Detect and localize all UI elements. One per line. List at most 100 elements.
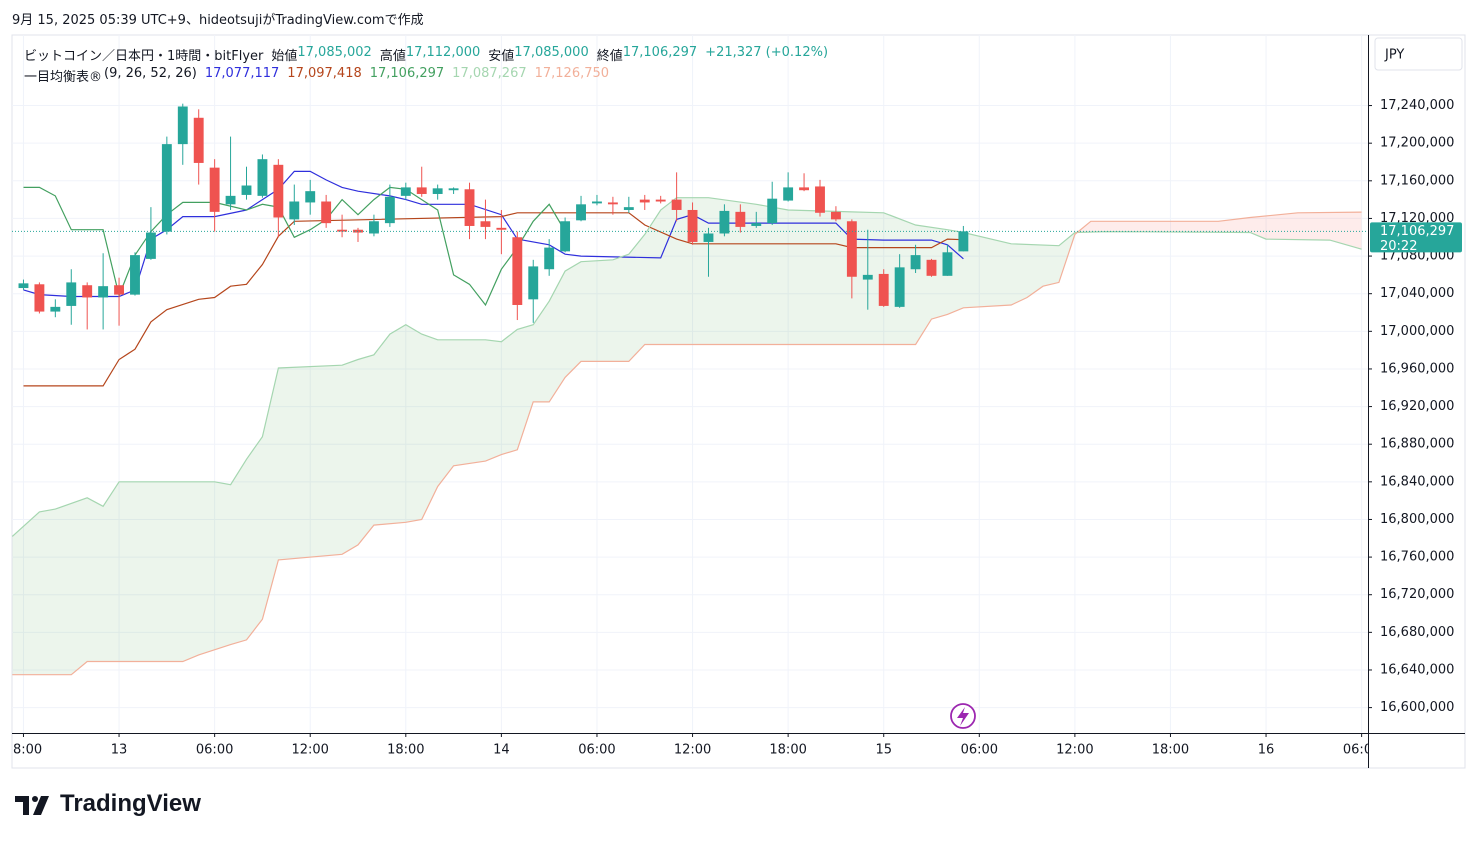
candle-body (751, 223, 762, 226)
candle-body (369, 221, 379, 234)
candle-body (719, 210, 730, 234)
candle-body (496, 227, 507, 230)
candle-body (846, 221, 857, 277)
ohlc-value: 17,085,000 (514, 45, 589, 60)
indicator-lines (12, 170, 1362, 676)
brand-logo (15, 796, 49, 815)
ohlc-value: 17,106,297 (622, 45, 698, 60)
candle-body (225, 195, 236, 205)
candle-body (98, 286, 109, 298)
currency-box[interactable] (1374, 37, 1463, 71)
candle-body (464, 189, 475, 226)
currency: JPY (1384, 48, 1404, 63)
x-tick-label: 12:00 (1056, 743, 1093, 758)
last-price-label: 17,106,297 (1380, 224, 1454, 239)
candle-body (384, 196, 395, 224)
candle-body (241, 185, 252, 195)
candle-body (830, 211, 841, 220)
candle-body (703, 233, 714, 242)
ohlc-label: 安値 (488, 49, 515, 64)
candle-body (878, 273, 889, 306)
candle-body (209, 167, 220, 212)
ohlc-item: 終値 17,106,297 (597, 45, 697, 64)
x-tick-label: 12:00 (674, 743, 711, 758)
candle-body (862, 274, 873, 280)
x-tick-label: 15 (875, 743, 892, 758)
y-tick-label: 16,720,000 (1380, 587, 1454, 602)
y-tick-label: 16,680,000 (1380, 625, 1454, 640)
last-price-box (1370, 222, 1462, 253)
candle-body (432, 188, 443, 194)
candle-body (544, 247, 555, 270)
x-tick-label: 18:00 (387, 743, 424, 758)
x-axis: 18:00 13 06:00 12:00 18:00 14 06:00 12:00 18:00 1… (12, 733, 1380, 758)
ohlc-label: 終値 (596, 49, 623, 64)
frame (11, 34, 1466, 769)
x-tick-label: 06:00 (961, 743, 998, 758)
candle-body (34, 284, 45, 312)
indicator-legend: 一目均衡表® (9, 26, 52, 26) 17,077,117 17,097,… (24, 66, 609, 85)
countdown: 20:22 (1380, 239, 1417, 254)
candle-body (177, 106, 188, 145)
y-tick-label: 17,000,000 (1380, 324, 1454, 339)
y-tick-label: 16,920,000 (1380, 399, 1454, 414)
candle-body (910, 255, 921, 270)
alert-icon[interactable] (950, 703, 976, 729)
candle-body (942, 252, 953, 276)
indicator-line (12, 197, 1362, 537)
candle-body (114, 285, 124, 295)
x-tick-label: 16 (1258, 743, 1275, 758)
y-tick-label: 16,600,000 (1380, 700, 1454, 715)
candle-body (607, 202, 618, 205)
candle-body (448, 188, 459, 191)
candles (18, 103, 969, 330)
indicator-value: 17,106,297 (369, 66, 445, 81)
candle-body (480, 221, 491, 227)
y-tick-label: 16,760,000 (1380, 550, 1454, 565)
x-tick-label: 06:00 (1343, 743, 1380, 758)
candle-body (671, 199, 682, 210)
ohlc-label: 始値 (271, 49, 298, 64)
candle-body (82, 285, 93, 298)
candle-body (799, 187, 810, 191)
candle-body (512, 237, 523, 305)
indicator-name: 一目均衡表® (24, 70, 103, 85)
x-tick-label: 12:00 (291, 743, 328, 758)
candle-body (66, 282, 77, 306)
candle-body (257, 159, 268, 196)
candle-body (321, 201, 332, 224)
x-tick-label: 18:00 (1152, 743, 1189, 758)
indicator-line (23, 212, 964, 387)
y-tick-label: 17,240,000 (1380, 98, 1454, 113)
candle-body (528, 266, 539, 300)
candle-body (639, 199, 650, 203)
candle-body (353, 229, 363, 233)
indicator-params: (9, 26, 52, 26) (104, 66, 197, 81)
candle-body (815, 186, 825, 213)
ohlc: 始値 17,085,002 高値 17,112,000 安値 17,085,000 終値 17… (271, 45, 697, 64)
indicator-value: 17,087,267 (452, 66, 527, 81)
legend-row: ビットコイン／日本円・1時間・bitFlyer 始値 17,085,002 高値 17… (24, 45, 828, 64)
candle-body (273, 164, 284, 218)
ohlc-item: 高値 17,112,000 (380, 45, 480, 64)
x-tick-label: 14 (493, 743, 510, 758)
cloud (12, 197, 1362, 675)
candle-body (337, 229, 348, 232)
cloud-up (12, 197, 1362, 675)
y-tick-label: 16,880,000 (1380, 437, 1454, 452)
y-tick-label: 16,640,000 (1380, 662, 1454, 677)
x-tick-label: 13 (111, 743, 128, 758)
candle-body (655, 199, 666, 202)
candle-body (560, 221, 571, 252)
y-tick-label: 17,040,000 (1380, 286, 1454, 301)
indicator-value: 17,097,418 (287, 66, 362, 81)
change: +21,327 (+0.12%) (705, 45, 829, 60)
candle-body (145, 232, 156, 259)
ohlc-label: 高値 (379, 49, 406, 64)
candle-body (130, 255, 140, 295)
candle-body (416, 187, 427, 194)
y-tick-label: 17,120,000 (1380, 211, 1454, 226)
indicator-line (12, 211, 1362, 676)
